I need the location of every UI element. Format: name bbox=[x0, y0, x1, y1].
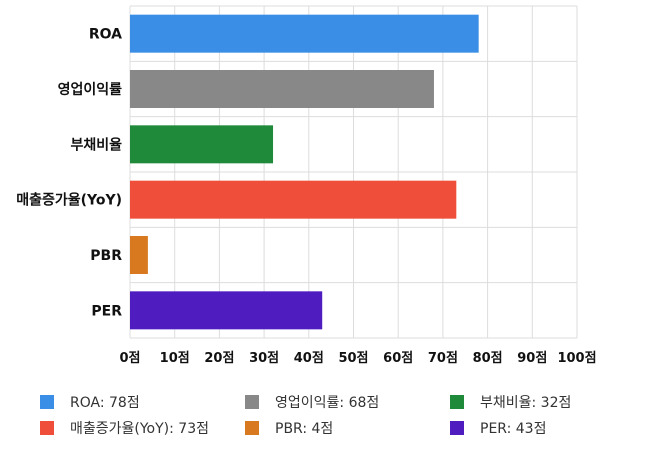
x-tick-label-60: 60점 bbox=[383, 351, 413, 366]
legend-label-2: 부채비율: 32점 bbox=[480, 395, 572, 411]
x-tick-label-0: 0점 bbox=[119, 351, 140, 366]
category-label-2: 부채비율 bbox=[70, 136, 122, 153]
category-label-3: 매출증가율(YoY) bbox=[16, 192, 122, 209]
bars bbox=[130, 14, 479, 330]
legend-item-2: 부채비율: 32점 bbox=[450, 392, 571, 412]
x-tick-label-10: 10점 bbox=[160, 351, 190, 366]
x-tick-label-90: 90점 bbox=[517, 351, 547, 366]
category-label-1: 영업이익률 bbox=[58, 81, 123, 98]
category-label-5: PER bbox=[91, 303, 122, 319]
x-tick-label-70: 70점 bbox=[428, 351, 458, 366]
x-tick-label-30: 30점 bbox=[249, 351, 279, 366]
x-tick-label-80: 80점 bbox=[473, 351, 503, 366]
bar-0 bbox=[130, 14, 479, 53]
legend-label-1: 영업이익률: 68점 bbox=[275, 395, 380, 411]
legend-swatch-2 bbox=[450, 395, 464, 409]
category-label-4: PBR bbox=[90, 248, 122, 264]
legend-swatch-1 bbox=[245, 395, 259, 409]
x-tick-label-100: 100점 bbox=[557, 351, 596, 366]
bar-4 bbox=[130, 236, 148, 274]
x-tick-label-40: 40점 bbox=[294, 351, 324, 366]
legend-label-3: 매출증가율(YoY): 73점 bbox=[70, 421, 209, 437]
bar-1 bbox=[130, 70, 434, 108]
grid bbox=[129, 5, 578, 339]
legend-item-3: 매출증가율(YoY): 73점 bbox=[40, 418, 209, 438]
category-label-0: ROA bbox=[89, 27, 122, 43]
legend-item-4: PBR: 4점 bbox=[245, 418, 333, 438]
legend-label-5: PER: 43점 bbox=[480, 421, 547, 437]
bar-3 bbox=[130, 180, 457, 219]
legend-item-1: 영업이익률: 68점 bbox=[245, 392, 379, 412]
x-tick-label-20: 20점 bbox=[204, 351, 234, 366]
legend-swatch-4 bbox=[245, 421, 259, 435]
legend-swatch-3 bbox=[40, 421, 54, 435]
bar-2 bbox=[130, 125, 274, 164]
x-tick-label-50: 50점 bbox=[338, 351, 368, 366]
bar-5 bbox=[130, 291, 323, 330]
legend-label-4: PBR: 4점 bbox=[275, 421, 334, 437]
x-tick-labels: 0점 10점 20점 30점 40점 50점 60점 70점 80점 90점 100점 bbox=[119, 351, 596, 366]
legend-swatch-0 bbox=[40, 395, 54, 409]
legend-item-5: PER: 43점 bbox=[450, 418, 546, 438]
legend-swatch-5 bbox=[450, 421, 464, 435]
legend-item-0: ROA: 78점 bbox=[40, 392, 140, 412]
legend-label-0: ROA: 78점 bbox=[70, 395, 140, 411]
